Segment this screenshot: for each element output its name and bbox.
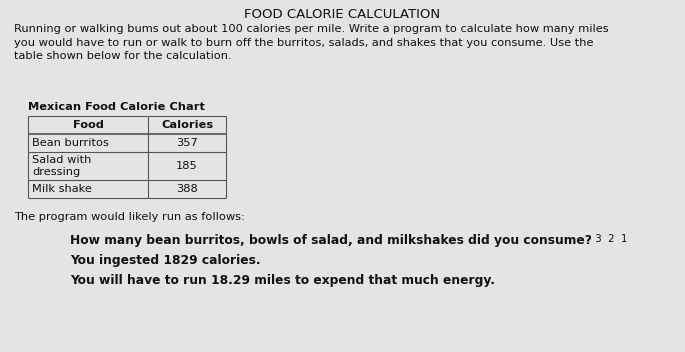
Text: 3  2  1: 3 2 1 xyxy=(592,234,627,244)
Text: Bean burritos: Bean burritos xyxy=(32,138,109,148)
Text: FOOD CALORIE CALCULATION: FOOD CALORIE CALCULATION xyxy=(244,8,440,21)
Text: You ingested 1829 calories.: You ingested 1829 calories. xyxy=(70,254,260,267)
Text: Calories: Calories xyxy=(161,120,213,130)
Text: How many bean burritos, bowls of salad, and milkshakes did you consume?: How many bean burritos, bowls of salad, … xyxy=(70,234,592,247)
Text: Salad with
dressing: Salad with dressing xyxy=(32,155,91,177)
Text: You will have to run 18.29 miles to expend that much energy.: You will have to run 18.29 miles to expe… xyxy=(70,274,495,287)
Text: 185: 185 xyxy=(176,161,198,171)
Text: 357: 357 xyxy=(176,138,198,148)
Text: 388: 388 xyxy=(176,184,198,194)
Text: Milk shake: Milk shake xyxy=(32,184,92,194)
Text: The program would likely run as follows:: The program would likely run as follows: xyxy=(14,212,245,222)
Text: Mexican Food Calorie Chart: Mexican Food Calorie Chart xyxy=(28,102,205,112)
Text: Food: Food xyxy=(73,120,103,130)
Text: Running or walking bums out about 100 calories per mile. Write a program to calc: Running or walking bums out about 100 ca… xyxy=(14,24,609,61)
